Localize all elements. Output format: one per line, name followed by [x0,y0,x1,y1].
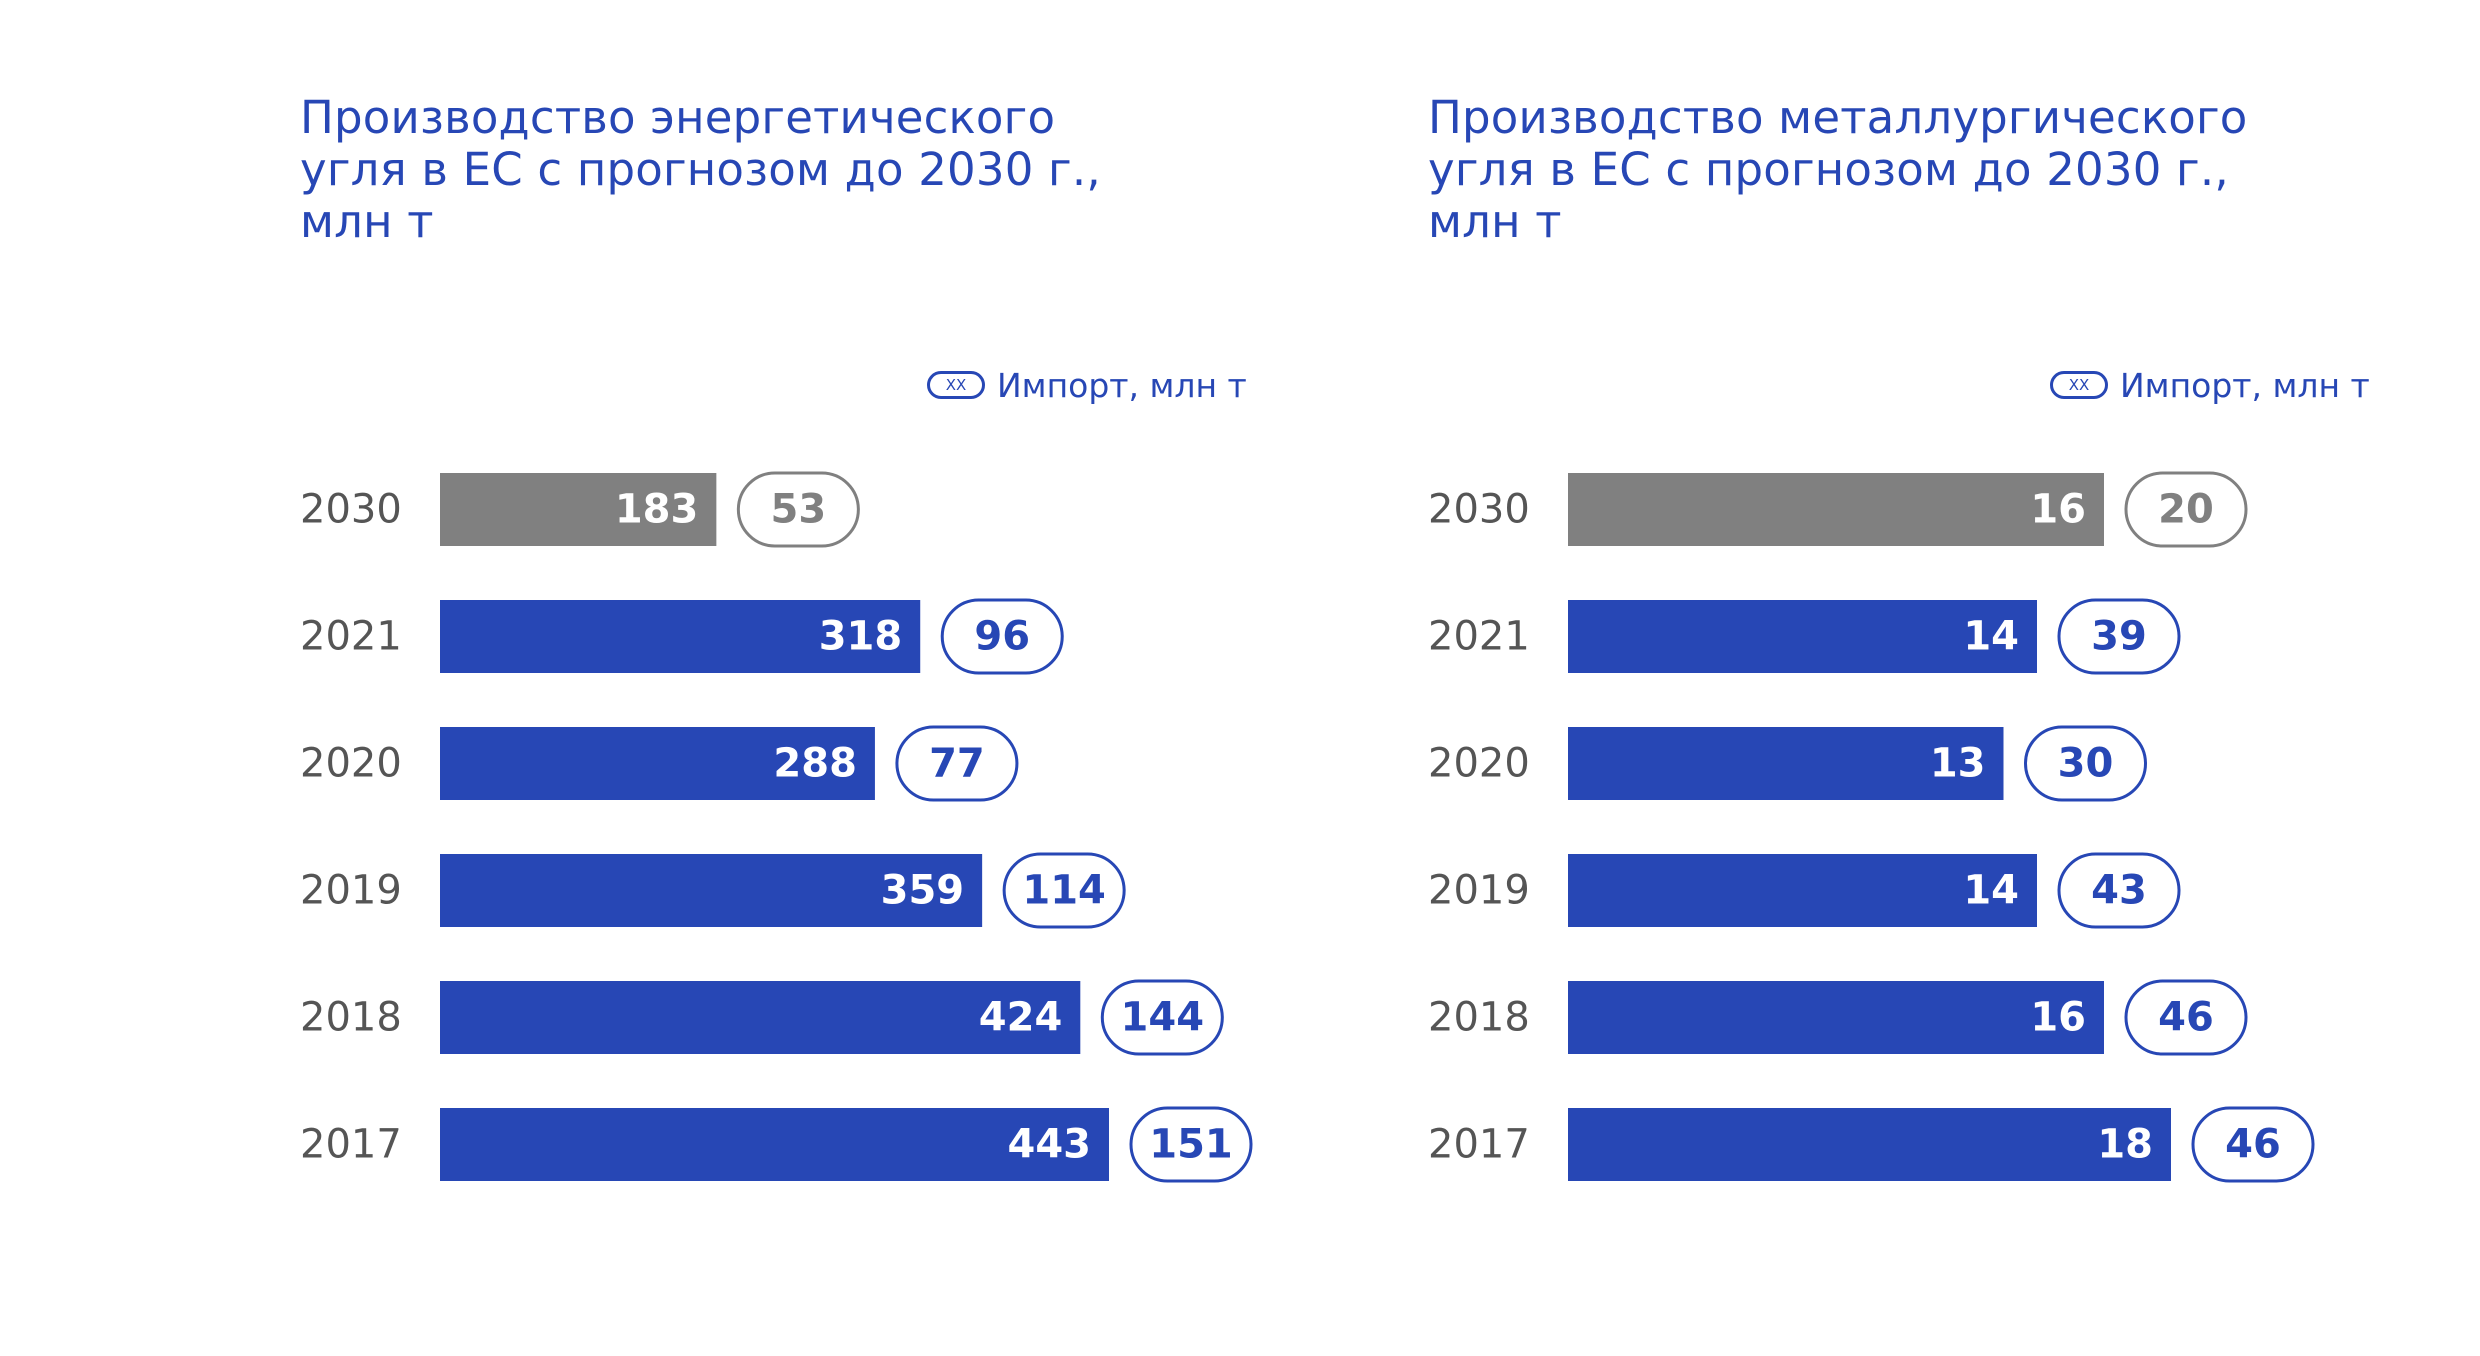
year-label: 2019 [300,868,402,914]
forecast-bar [440,473,717,546]
legend: XX Импорт, млн т [2050,362,2370,408]
import-value-label: 96 [974,614,1030,660]
import-value-label: 77 [929,741,985,787]
chart-title-line: угля в ЕС с прогнозом до 2030 г., [1428,143,2229,196]
year-label: 2017 [1428,1122,1530,1168]
bar-value-label: 14 [1963,868,2019,914]
bar-row-2020: 2020 288 77 [300,725,1019,802]
chart-title-line: Производство энергетического [300,91,1056,144]
bar-value-label: 183 [615,487,699,533]
chart-title: Производство энергетического угля в ЕС с… [300,92,1200,248]
production-bar [440,600,921,673]
import-pill [1002,852,1126,929]
chart-title: Производство металлургического угля в ЕС… [1428,92,2328,248]
bar-row-2030: 2030 183 53 [300,471,860,548]
bar-row-2021: 2021 14 39 [1428,598,2181,675]
import-value-label: 46 [2158,995,2214,1041]
bar-row-2019: 2019 359 114 [300,852,1126,929]
import-pill [2057,598,2181,675]
forecast-bar [1568,473,2104,546]
import-pill [2024,725,2147,802]
production-bar [1568,727,2004,800]
import-value-label: 30 [2058,741,2114,787]
chart-energy-coal: Производство энергетического угля в ЕС с… [300,0,1480,1356]
legend-label: Импорт, млн т [997,365,1247,405]
production-bar [440,981,1081,1054]
bar-value-label: 16 [2030,995,2086,1041]
year-label: 2030 [1428,487,1530,533]
bar-row-2030: 2030 16 20 [1428,471,2248,548]
year-label: 2018 [1428,995,1530,1041]
production-bar [1568,981,2104,1054]
import-pill [2124,979,2248,1056]
production-bar [440,1108,1109,1181]
chart-title-line: угля в ЕС с прогнозом до 2030 г., [300,143,1101,196]
bar-value-label: 13 [1930,741,1986,787]
year-label: 2020 [300,741,402,787]
import-pill [1129,1106,1253,1183]
year-label: 2020 [1428,741,1530,787]
bar-value-label: 359 [881,868,965,914]
legend-pill-swatch: XX [2050,371,2108,399]
bar-value-label: 443 [1008,1122,1092,1168]
legend-label: Импорт, млн т [2120,365,2370,405]
import-value-label: 53 [771,487,827,533]
chart-title-line: Производство металлургического [1428,91,2248,144]
year-label: 2021 [1428,614,1530,660]
production-bar [1568,1108,2171,1181]
year-label: 2018 [300,995,402,1041]
import-value-label: 46 [2225,1122,2281,1168]
bar-value-label: 318 [819,614,903,660]
year-label: 2019 [1428,868,1530,914]
import-pill [2124,471,2248,548]
import-pill [2057,852,2181,929]
import-value-label: 43 [2091,868,2147,914]
chart-title-line: млн т [1428,195,1562,248]
chart-metallurgical-coal: Производство металлургического угля в ЕС… [1428,0,2480,1356]
bar-value-label: 288 [773,741,857,787]
import-pill [736,471,860,548]
bar-value-label: 14 [1963,614,2019,660]
legend: XX Импорт, млн т [927,362,1247,408]
import-pill [1100,979,1224,1056]
import-value-label: 20 [2158,487,2214,533]
import-pill [2191,1106,2315,1183]
import-value-label: 144 [1121,995,1205,1041]
import-pill [895,725,1019,802]
production-bar [1568,854,2037,927]
bar-value-label: 16 [2030,487,2086,533]
import-value-label: 151 [1149,1122,1233,1168]
bar-value-label: 18 [2097,1122,2153,1168]
production-bar [1568,600,2037,673]
production-bar [440,854,983,927]
bar-row-2020: 2020 13 30 [1428,725,2147,802]
year-label: 2017 [300,1122,402,1168]
bar-value-label: 424 [979,995,1063,1041]
production-bar [440,727,875,800]
bar-plot: 2030 16 20 2021 14 39 2020 13 30 2019 14 43 2018 16 46… [1428,471,2315,1183]
bar-row-2018: 2018 424 144 [300,979,1224,1056]
bar-row-2017: 2017 443 151 [300,1106,1253,1183]
bar-row-2019: 2019 14 43 [1428,852,2181,929]
bar-row-2017: 2017 18 46 [1428,1106,2315,1183]
legend-pill-swatch: XX [927,371,985,399]
bar-row-2021: 2021 318 96 [300,598,1064,675]
bar-row-2018: 2018 16 46 [1428,979,2248,1056]
year-label: 2021 [300,614,402,660]
year-label: 2030 [300,487,402,533]
chart-title-line: млн т [300,195,434,248]
import-value-label: 114 [1022,868,1106,914]
import-pill [940,598,1064,675]
import-value-label: 39 [2091,614,2147,660]
